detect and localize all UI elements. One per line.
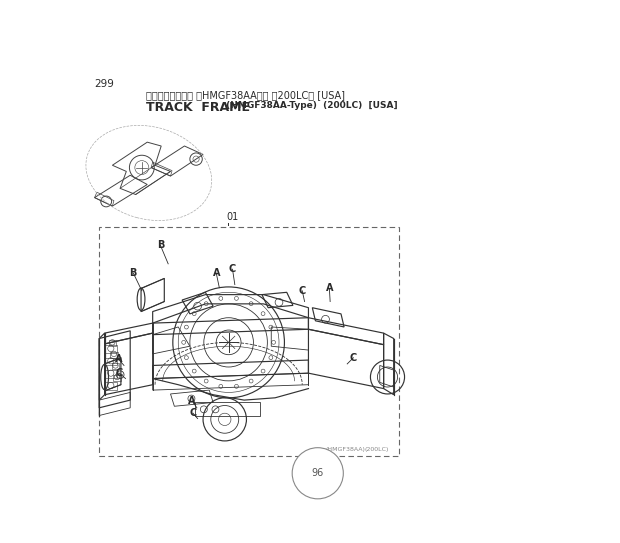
Bar bbox=[105, 370, 117, 378]
Bar bbox=[105, 358, 117, 365]
Text: A: A bbox=[188, 396, 196, 406]
Text: (HMGF38AA-Type)  (200LC)  [USA]: (HMGF38AA-Type) (200LC) [USA] bbox=[223, 102, 398, 110]
Bar bbox=[110, 352, 118, 358]
Text: B: B bbox=[130, 268, 137, 278]
Bar bbox=[105, 382, 117, 390]
Text: (200LC): (200LC) bbox=[365, 447, 389, 452]
Text: 01: 01 bbox=[226, 212, 239, 222]
Text: トラックフレーム （HMGF38AA型） （200LC） [USA]: トラックフレーム （HMGF38AA型） （200LC） [USA] bbox=[146, 91, 345, 100]
Text: C: C bbox=[116, 368, 123, 378]
Bar bbox=[105, 345, 117, 353]
Bar bbox=[113, 375, 121, 381]
Text: C: C bbox=[350, 353, 357, 363]
Text: C: C bbox=[189, 408, 197, 418]
Text: C: C bbox=[229, 264, 236, 274]
Text: 96: 96 bbox=[312, 468, 324, 478]
Text: (HMGF38AA): (HMGF38AA) bbox=[326, 447, 365, 452]
Text: A: A bbox=[213, 268, 220, 278]
Text: A: A bbox=[115, 354, 122, 364]
Bar bbox=[99, 227, 399, 456]
Text: B: B bbox=[157, 241, 164, 250]
Text: C: C bbox=[299, 286, 306, 296]
Text: 299: 299 bbox=[94, 79, 115, 89]
Text: TRACK  FRAME: TRACK FRAME bbox=[146, 102, 250, 115]
Bar bbox=[112, 363, 119, 369]
Text: A: A bbox=[326, 283, 333, 293]
Bar bbox=[108, 340, 117, 346]
